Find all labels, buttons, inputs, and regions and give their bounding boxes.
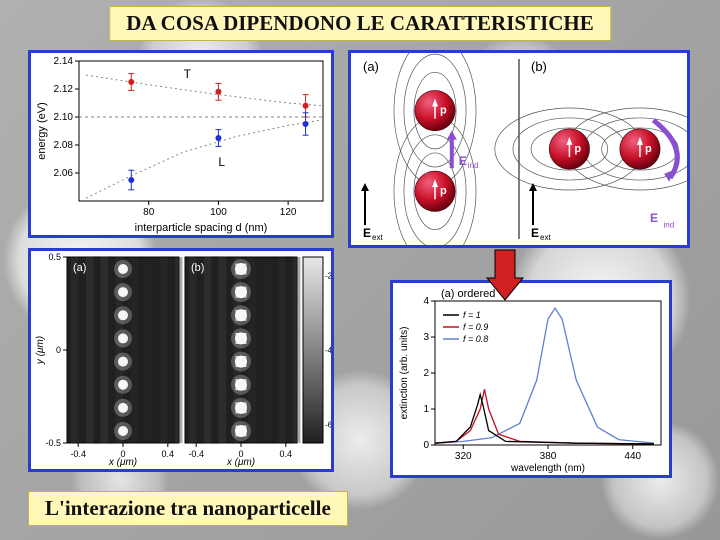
svg-text:(b): (b) (191, 262, 204, 274)
svg-text:ext: ext (540, 233, 551, 242)
svg-text:100: 100 (210, 207, 227, 218)
svg-text:ind: ind (663, 221, 674, 230)
svg-text:-4: -4 (325, 346, 331, 355)
svg-text:-0.5: -0.5 (45, 438, 61, 448)
panel-extinction-spectrum: 32038044001234(a) orderedf = 1f = 0.9f =… (390, 280, 672, 478)
svg-text:(b): (b) (531, 59, 547, 74)
svg-text:3: 3 (423, 332, 429, 343)
svg-text:p: p (574, 143, 581, 155)
page-title: DA COSA DIPENDONO LE CARATTERISTICHE (109, 6, 611, 41)
svg-text:2.12: 2.12 (54, 84, 74, 95)
svg-text:extinction (arb. units): extinction (arb. units) (399, 327, 410, 420)
svg-text:320: 320 (455, 451, 472, 462)
svg-text:80: 80 (143, 207, 155, 218)
svg-text:120: 120 (280, 207, 297, 218)
svg-text:f = 0.9: f = 0.9 (463, 322, 488, 332)
svg-text:1: 1 (423, 404, 429, 415)
svg-text:-6: -6 (325, 420, 331, 429)
svg-text:T: T (184, 67, 192, 81)
svg-text:p: p (440, 105, 447, 117)
svg-text:-2: -2 (325, 272, 331, 281)
svg-text:wavelength (nm): wavelength (nm) (510, 463, 585, 474)
svg-text:0: 0 (423, 440, 429, 451)
svg-text:2: 2 (423, 368, 429, 379)
svg-text:(a): (a) (73, 262, 86, 274)
svg-text:E: E (531, 226, 539, 240)
svg-text:0: 0 (56, 345, 61, 355)
svg-text:E: E (650, 211, 658, 225)
svg-text:f = 0.8: f = 0.8 (463, 334, 488, 344)
panel-dipole-diagram: (a)(b)ppEextEindppEextEind (348, 50, 690, 248)
svg-text:-0.4: -0.4 (188, 449, 204, 459)
svg-text:4: 4 (423, 296, 429, 307)
svg-text:energy (eV): energy (eV) (36, 102, 48, 159)
svg-text:ext: ext (372, 233, 383, 242)
red-downarrow (485, 248, 525, 302)
svg-text:2.08: 2.08 (54, 140, 74, 151)
svg-text:0.4: 0.4 (162, 449, 175, 459)
panel-intensity-images: (a)-0.400.4x (μm)(b)-0.400.4x (μm)-0.500… (28, 248, 334, 472)
svg-text:x (μm): x (μm) (108, 457, 137, 468)
svg-text:ind: ind (468, 161, 479, 170)
svg-text:440: 440 (624, 451, 641, 462)
page-subtitle: L'interazione tra nanoparticelle (28, 491, 348, 526)
svg-text:y (μm): y (μm) (35, 336, 46, 365)
svg-text:2.10: 2.10 (54, 112, 74, 123)
panel-energy-vs-spacing: 80 100 120 2.06 2.08 2.10 2.12 2.14 T Linterparti… (28, 50, 334, 238)
svg-text:p: p (645, 143, 652, 155)
svg-text:0.5: 0.5 (48, 252, 61, 262)
svg-text:f = 1: f = 1 (463, 310, 481, 320)
svg-text:interparticle spacing d (nm): interparticle spacing d (nm) (135, 222, 268, 234)
svg-text:(a): (a) (363, 59, 379, 74)
svg-text:x (μm): x (μm) (226, 457, 255, 468)
svg-text:2.14: 2.14 (54, 56, 74, 67)
svg-text:p: p (440, 185, 447, 197)
svg-text:E: E (459, 154, 467, 168)
svg-text:E: E (363, 226, 371, 240)
svg-text:380: 380 (540, 451, 557, 462)
svg-text:2.06: 2.06 (54, 168, 74, 179)
svg-text:-0.4: -0.4 (70, 449, 86, 459)
svg-text:0.4: 0.4 (280, 449, 293, 459)
svg-text:L: L (218, 155, 225, 169)
